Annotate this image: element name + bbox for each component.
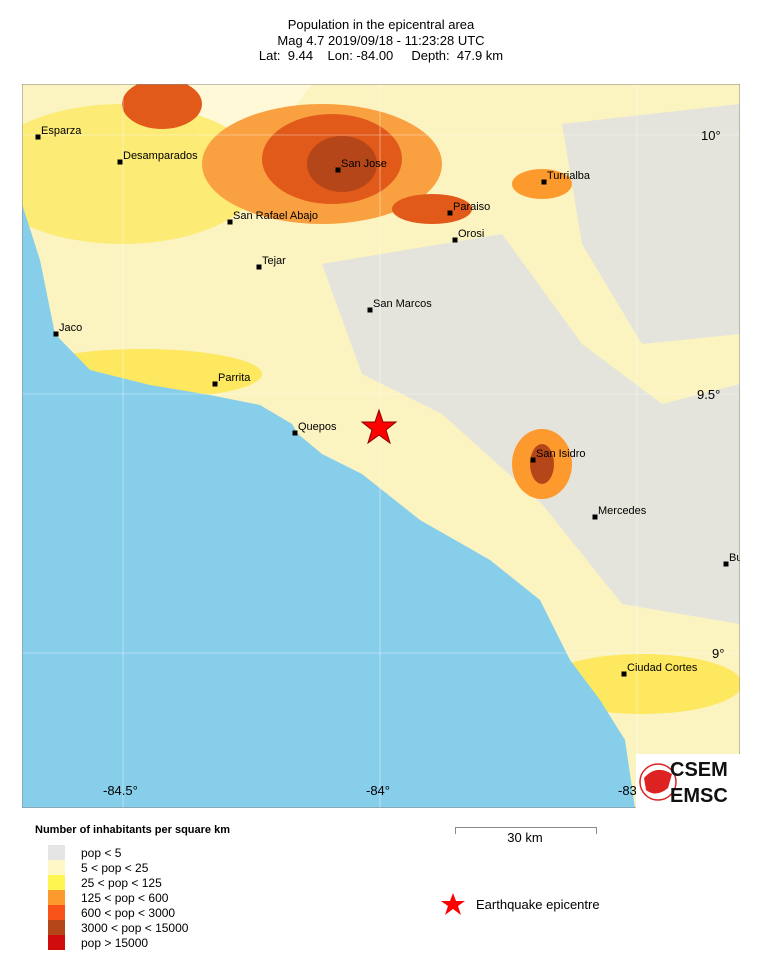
city-label: Parrita bbox=[218, 372, 251, 384]
legend-swatch bbox=[48, 920, 65, 935]
legend-swatch bbox=[48, 905, 65, 920]
city-label: Esparza bbox=[41, 125, 82, 137]
city-label: Quepos bbox=[298, 421, 337, 433]
legend-label: 3000 < pop < 15000 bbox=[81, 920, 189, 935]
event-info: Mag 4.7 2019/09/18 - 11:23:28 UTC bbox=[277, 33, 485, 48]
lat-tick: 9° bbox=[712, 646, 725, 661]
lon-tick: -84° bbox=[366, 783, 390, 798]
legend-item: 5 < pop < 25 bbox=[48, 860, 148, 875]
legend-label: pop < 5 bbox=[81, 845, 122, 860]
city-label: Turrialba bbox=[547, 170, 591, 182]
star-icon bbox=[441, 893, 465, 915]
epicentre-label: Earthquake epicentre bbox=[476, 896, 600, 912]
legend-swatch bbox=[48, 935, 65, 950]
population-map[interactable]: Esparza Desamparados San Jose Turrialba Para… bbox=[22, 84, 740, 808]
city-label: San Jose bbox=[341, 158, 387, 170]
scale-label: 30 km bbox=[507, 830, 543, 845]
legend-item: 3000 < pop < 15000 bbox=[48, 920, 188, 935]
lon-tick: -84.5° bbox=[103, 783, 138, 798]
ocean bbox=[22, 204, 635, 808]
graticule bbox=[22, 84, 740, 808]
city-marker bbox=[227, 219, 233, 225]
low-density-areas bbox=[172, 84, 740, 624]
legend-label: 600 < pop < 3000 bbox=[81, 905, 176, 920]
legend-swatch bbox=[48, 860, 65, 875]
city-label: Tejar bbox=[262, 255, 286, 267]
city-label: Ciudad Cortes bbox=[627, 662, 698, 674]
city-marker bbox=[530, 457, 536, 463]
city-marker bbox=[592, 514, 598, 520]
legend-item: pop < 5 bbox=[48, 845, 121, 860]
dense-population bbox=[22, 84, 740, 714]
city-marker bbox=[256, 264, 262, 270]
map-title: Population in the epicentral area bbox=[287, 17, 475, 32]
city-label: Paraiso bbox=[453, 201, 490, 213]
lon-tick: -83 bbox=[618, 783, 637, 798]
city-marker bbox=[117, 159, 123, 165]
legend-swatch bbox=[48, 845, 65, 860]
city-marker bbox=[292, 430, 298, 436]
city-marker bbox=[723, 561, 729, 567]
legend-item: pop > 15000 bbox=[48, 935, 148, 950]
city-label: San Marcos bbox=[373, 298, 432, 310]
city-marker bbox=[53, 331, 59, 337]
city-marker bbox=[621, 671, 627, 677]
city-label: San Rafael Abajo bbox=[233, 210, 318, 222]
legend-swatch bbox=[48, 890, 65, 905]
lat-tick: 9.5° bbox=[697, 387, 721, 402]
city-label: Mercedes bbox=[598, 505, 647, 517]
city-label: Desamparados bbox=[123, 150, 198, 162]
legend-item: 125 < pop < 600 bbox=[48, 890, 168, 905]
city-markers: Esparza Desamparados San Jose Turrialba Para… bbox=[35, 125, 740, 677]
svg-text:CSEM: CSEM bbox=[670, 759, 728, 781]
epicentre-star[interactable] bbox=[360, 408, 398, 445]
city-marker bbox=[335, 167, 341, 173]
city-marker bbox=[541, 179, 547, 185]
city-label: Orosi bbox=[458, 228, 484, 240]
legend-item: 25 < pop < 125 bbox=[48, 875, 162, 890]
legend-item: 600 < pop < 3000 bbox=[48, 905, 175, 920]
legend-title: Number of inhabitants per square km bbox=[35, 824, 230, 836]
legend-label: pop > 15000 bbox=[81, 935, 149, 950]
emsc-logo: CSEM EMSC bbox=[636, 754, 740, 808]
legend-swatch bbox=[48, 875, 65, 890]
city-label: Bu bbox=[729, 552, 740, 564]
scale-bar bbox=[455, 827, 597, 834]
epicentre-legend: Earthquake epicentre bbox=[440, 892, 600, 916]
city-marker bbox=[367, 307, 373, 313]
city-marker bbox=[452, 237, 458, 243]
lat-tick: 10° bbox=[701, 128, 721, 143]
city-label: San Isidro bbox=[536, 448, 586, 460]
city-marker bbox=[212, 381, 218, 387]
city-marker bbox=[447, 210, 453, 216]
legend-label: 125 < pop < 600 bbox=[81, 890, 169, 905]
svg-text:EMSC: EMSC bbox=[670, 785, 728, 807]
legend-label: 25 < pop < 125 bbox=[81, 875, 162, 890]
event-location: Lat: 9.44 Lon: -84.00 Depth: 47.9 km bbox=[258, 48, 504, 63]
city-marker bbox=[35, 134, 41, 140]
city-label: Jaco bbox=[59, 322, 82, 334]
legend-label: 5 < pop < 25 bbox=[81, 860, 149, 875]
